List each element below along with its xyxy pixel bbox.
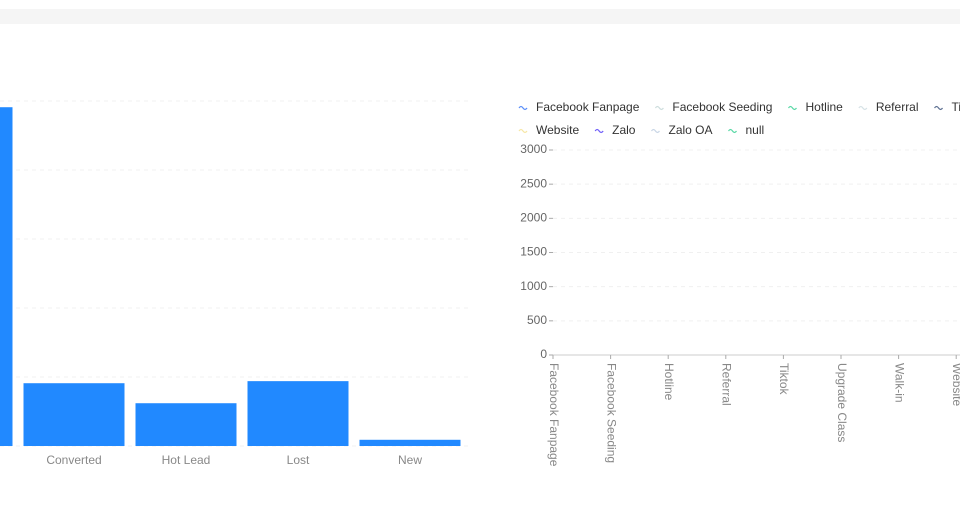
bar: [135, 403, 237, 446]
legend-label: Zalo: [612, 123, 636, 137]
legend-icon: [518, 105, 528, 111]
legend-item: Facebook Seeding: [654, 100, 772, 114]
legend-item: Zalo OA: [650, 123, 713, 137]
x-tick-label: Walk-in: [892, 363, 906, 403]
x-tick-label: Facebook Fanpage: [547, 363, 561, 467]
top-bar: [0, 9, 960, 24]
legend-item: Referral: [858, 100, 919, 114]
x-tick-label: Website: [950, 363, 960, 406]
bar: [359, 439, 461, 446]
x-tick-label: Lost: [287, 453, 310, 467]
legend-icon: [858, 105, 868, 111]
legend-item: Tiktok: [934, 100, 960, 114]
legend-icon: [728, 128, 737, 134]
legend-label: Tiktok: [952, 100, 960, 114]
bar: [247, 381, 349, 446]
legend-icon: [934, 105, 944, 111]
y-tick-label: 1500: [520, 245, 547, 259]
x-tick-label: Facebook Seeding: [604, 363, 618, 463]
legend-label: Facebook Seeding: [672, 100, 772, 114]
x-tick-label: Referral: [720, 363, 734, 406]
legend-item: Facebook Fanpage: [518, 100, 640, 114]
bar: [23, 383, 125, 446]
legend-item: Hotline: [787, 100, 843, 114]
legend-icon: [594, 128, 604, 134]
y-tick-label: 2500: [520, 176, 547, 190]
x-tick-label: Upgrade Class: [835, 363, 849, 442]
legend-icon: [787, 105, 797, 111]
legend-item: Zalo: [594, 123, 636, 137]
legend-item: Website: [518, 123, 579, 137]
legend-label: Website: [536, 123, 579, 137]
y-tick-label: 500: [527, 313, 547, 327]
legend-icon: [650, 128, 660, 134]
legend-item: null: [728, 123, 765, 137]
legend-label: Facebook Fanpage: [536, 100, 640, 114]
bar: [0, 107, 13, 447]
legend-label: Hotline: [805, 100, 843, 114]
y-tick-label: 0: [540, 347, 547, 361]
y-tick-label: 2000: [520, 211, 547, 225]
legend-label: Referral: [876, 100, 919, 114]
legend-label: Zalo OA: [668, 123, 712, 137]
y-tick-label: 3000: [520, 142, 547, 156]
x-tick-label: New: [398, 453, 422, 467]
legend-icon: [518, 128, 528, 134]
y-tick-label: 1000: [520, 279, 547, 293]
x-tick-label: Converted: [46, 453, 101, 467]
x-tick-label: Tiktok: [777, 363, 791, 396]
legend-icon: [654, 105, 664, 111]
x-tick-label: Hotline: [662, 363, 676, 401]
x-tick-label: Hot Lead: [162, 453, 211, 467]
legend-label: null: [746, 123, 765, 137]
